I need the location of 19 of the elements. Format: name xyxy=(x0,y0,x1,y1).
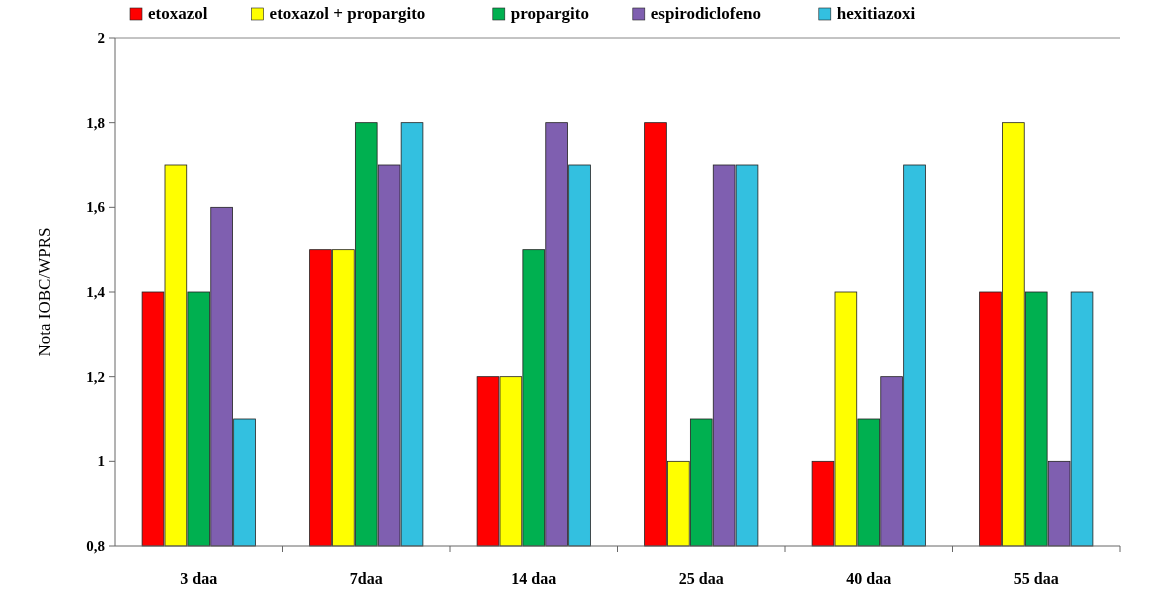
x-tick-label: 25 daa xyxy=(678,570,724,587)
y-axis-title: Nota IOBC/WPRS xyxy=(35,227,54,357)
y-tick-label: 1 xyxy=(97,453,105,470)
x-tick-label: 7daa xyxy=(349,570,383,587)
x-tick-label: 40 daa xyxy=(846,570,892,587)
legend-label: propargito xyxy=(510,4,589,23)
y-tick-label: 1,2 xyxy=(86,368,105,385)
legend-label: etoxazol + propargito xyxy=(269,4,426,23)
x-tick-label: 55 daa xyxy=(1013,570,1059,587)
legend-label: etoxazol xyxy=(148,4,208,23)
y-tick-label: 2 xyxy=(97,30,105,46)
legend-label: hexitiazoxi xyxy=(836,4,916,23)
y-tick-label: 0,8 xyxy=(86,538,105,554)
x-tick-label: 14 daa xyxy=(511,570,557,587)
legend-label: espirodiclofeno xyxy=(650,4,761,23)
x-tick-label: 3 daa xyxy=(180,570,218,587)
y-tick-label: 1,6 xyxy=(86,199,106,216)
y-tick-label: 1,8 xyxy=(86,114,105,131)
y-tick-label: 1,4 xyxy=(86,284,106,300)
